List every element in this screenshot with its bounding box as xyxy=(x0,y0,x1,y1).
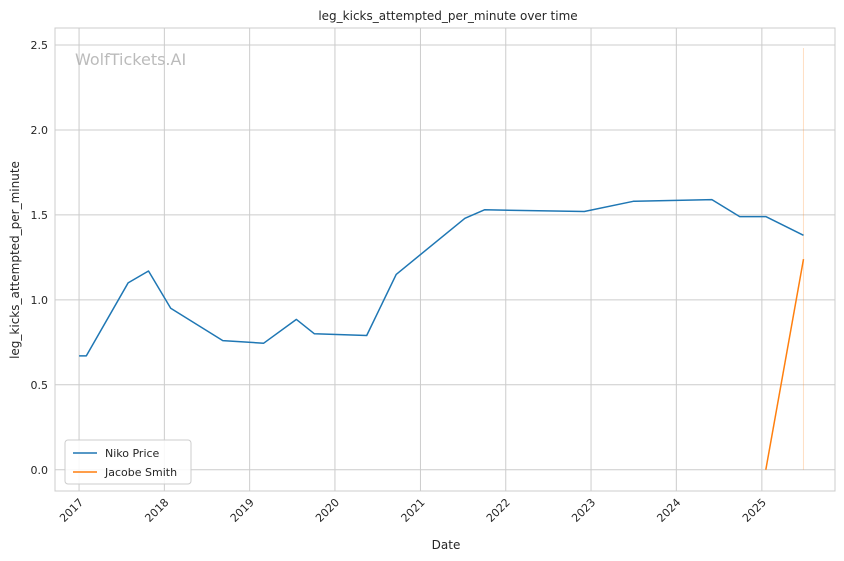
y-tick-label: 1.5 xyxy=(31,209,49,222)
x-tick-label: 2017 xyxy=(57,496,86,525)
x-tick-label: 2018 xyxy=(142,496,171,525)
y-axis-label: leg_kicks_attempted_per_minute xyxy=(8,161,22,359)
series-line xyxy=(79,198,804,357)
x-tick-label: 2024 xyxy=(654,496,683,525)
watermark: WolfTickets.AI xyxy=(75,50,186,69)
plot-background xyxy=(55,28,835,491)
chart-title: leg_kicks_attempted_per_minute over time xyxy=(318,9,577,23)
x-axis-label: Date xyxy=(432,538,461,552)
y-tick-label: 0.0 xyxy=(31,464,49,477)
series-lines xyxy=(79,198,805,470)
x-tick-label: 2019 xyxy=(228,496,257,525)
x-tick-label: 2020 xyxy=(313,496,342,525)
x-tick-label: 2023 xyxy=(569,496,598,525)
legend-label: Niko Price xyxy=(105,447,160,460)
x-tick-label: 2021 xyxy=(399,496,428,525)
legend-box xyxy=(64,439,192,485)
y-axis: 0.0 0.5 1.0 1.5 2.0 2.5 xyxy=(31,39,49,477)
x-tick-label: 2022 xyxy=(484,496,513,525)
y-tick-label: 2.0 xyxy=(31,124,49,137)
y-tick-label: 1.0 xyxy=(31,294,49,307)
x-axis: 2017 2018 2019 2020 2021 2022 2023 2024 2025 xyxy=(57,496,769,525)
y-tick-label: 2.5 xyxy=(31,39,49,52)
legend: Niko Price Jacobe Smith xyxy=(64,439,192,485)
x-tick-label: 2025 xyxy=(740,496,769,525)
series-line xyxy=(765,258,805,470)
grid xyxy=(55,28,835,491)
plot-frame xyxy=(54,27,836,492)
legend-label: Jacobe Smith xyxy=(104,466,177,479)
y-tick-label: 0.5 xyxy=(31,379,49,392)
